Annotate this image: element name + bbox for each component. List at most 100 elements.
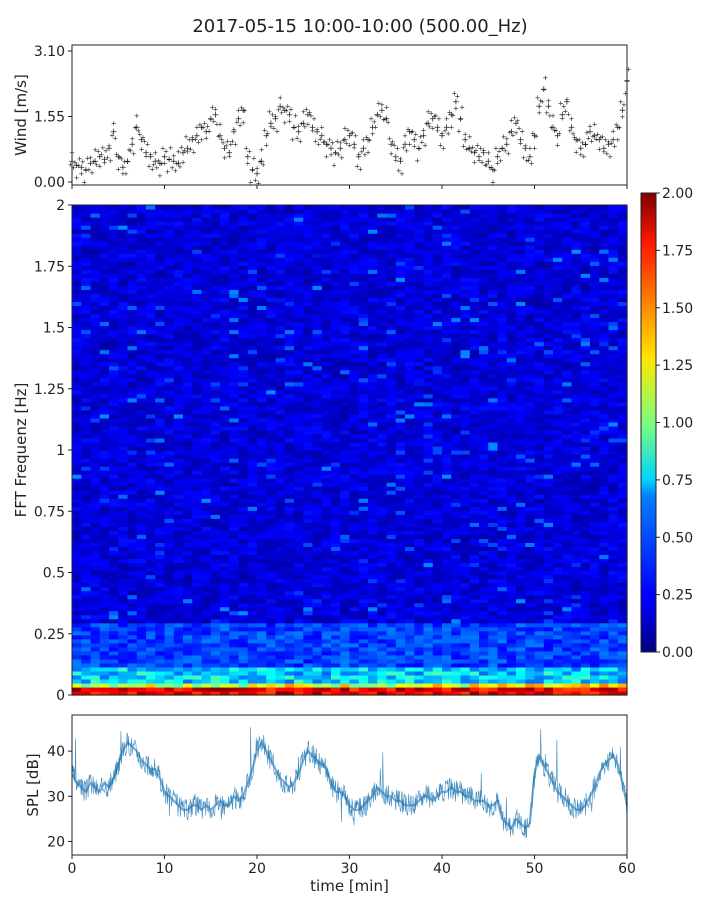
spectrogram-cell: [257, 413, 267, 419]
spectrogram-cell: [543, 506, 554, 511]
spectrogram-cell: [294, 686, 304, 692]
spectrogram-cell: [127, 594, 138, 600]
spectrogram-cell: [331, 514, 341, 519]
spectrogram-cell: [136, 393, 147, 399]
spectrogram-cell: [543, 490, 554, 495]
spectrogram-cell: [118, 490, 129, 495]
wind-point: +: [323, 140, 331, 150]
wind-point: +: [309, 123, 317, 133]
spectrogram-cell: [562, 634, 573, 640]
spectrogram-cell: [488, 405, 499, 411]
spectrogram-cell: [516, 614, 526, 620]
spectrogram-cell: [497, 429, 508, 435]
spectrogram-cell: [210, 466, 221, 471]
spectrogram-cell: [266, 462, 277, 467]
spectrogram-cell: [562, 417, 573, 423]
wind-point: +: [532, 145, 538, 153]
spectrogram-cell: [247, 433, 258, 439]
spectrogram-cell: [395, 437, 406, 443]
spectrogram-cell: [229, 510, 240, 515]
spectrogram-cell: [358, 578, 369, 584]
spectrogram-cell: [146, 502, 156, 507]
spectrogram-cell: [506, 606, 517, 612]
spectrogram-cell: [312, 682, 323, 688]
spectrogram-cell: [210, 490, 221, 495]
spectrogram-cell: [192, 397, 203, 403]
spectrogram-cell: [331, 454, 341, 459]
spectrogram-cell: [229, 450, 240, 455]
spectrogram-cell: [543, 542, 554, 547]
spectrogram-cell: [617, 409, 628, 415]
spectrogram-cell: [460, 409, 471, 415]
spectrogram-cell: [294, 582, 304, 588]
spectrogram-cell: [90, 634, 101, 640]
spectrogram-cell: [479, 618, 489, 624]
spectrogram-cell: [81, 417, 92, 423]
spectrogram-cell: [451, 397, 462, 403]
spectrogram-cell: [109, 450, 119, 455]
spectrogram-cell: [386, 646, 397, 652]
wind-point: +: [348, 130, 354, 138]
spectrogram-cell: [257, 574, 267, 580]
spectrogram-cell: [534, 526, 545, 531]
wind-point: +: [151, 161, 157, 169]
spectrogram-cell: [349, 578, 360, 584]
spectrogram-cell: [405, 670, 415, 676]
spectrogram-cell: [442, 445, 452, 451]
spectrogram-cell: [599, 570, 610, 576]
spectrogram-cell: [201, 602, 212, 608]
wind-point: +: [438, 132, 446, 142]
spectrogram-cell: [497, 690, 508, 696]
spectrogram-cell: [238, 393, 249, 399]
spectrogram-cell: [136, 405, 147, 411]
spectrogram-cell: [534, 518, 545, 523]
spectrogram-cell: [608, 534, 619, 539]
spectrogram-cell: [266, 421, 277, 427]
spectrogram-cell: [488, 458, 499, 463]
spectrogram-cell: [432, 397, 443, 403]
spectrogram-cell: [488, 437, 499, 443]
spectrogram-cell: [580, 429, 591, 435]
spectrogram-cell: [284, 554, 295, 560]
spectrogram-cell: [516, 566, 526, 572]
spectrogram-cell: [553, 682, 563, 688]
wind-point: +: [203, 134, 209, 142]
spectrogram-cell: [312, 482, 323, 487]
spectrogram-cell: [432, 646, 443, 652]
spectrogram-cell: [284, 405, 295, 411]
spectrogram-cell: [257, 582, 267, 588]
spectrogram-cell: [617, 586, 628, 592]
spectrogram-cell: [377, 594, 388, 600]
spectrogram-cell: [321, 682, 332, 688]
spectrogram-cell: [571, 634, 582, 640]
spectrogram-cell: [210, 494, 221, 499]
spectrogram-cell: [460, 654, 471, 660]
spectrogram-cell: [238, 690, 249, 696]
spectrogram-cell: [192, 634, 203, 640]
spectrogram-cell: [617, 554, 628, 560]
spectrogram-cell: [192, 514, 203, 519]
spectrogram-cell: [617, 425, 628, 431]
spectrogram-cell: [331, 401, 341, 407]
spectrogram-cell: [155, 506, 166, 511]
spectrogram-cell: [109, 554, 119, 560]
spectrogram-cell: [257, 606, 267, 612]
spectrogram-cell: [488, 574, 499, 580]
spectrogram-cell: [608, 502, 619, 507]
spectrogram-cell: [617, 666, 628, 672]
spectrogram-cell: [534, 606, 545, 612]
spectrogram-cell: [516, 658, 526, 664]
spectrogram-cell: [331, 486, 341, 491]
spectrogram-cell: [72, 437, 82, 443]
spectrogram-cell: [118, 674, 129, 680]
spectrogram-cell: [146, 562, 156, 568]
spectrogram-cell: [247, 482, 258, 487]
spectrogram-cell: [183, 666, 193, 672]
spectrogram-cell: [479, 650, 489, 656]
spectrogram-cell: [238, 450, 249, 455]
wind-point: +: [622, 90, 628, 98]
spectrogram-cell: [432, 634, 443, 640]
spectrogram-cell: [608, 590, 619, 596]
spectrogram-cell: [90, 610, 101, 616]
spectrogram-cell: [321, 566, 332, 572]
